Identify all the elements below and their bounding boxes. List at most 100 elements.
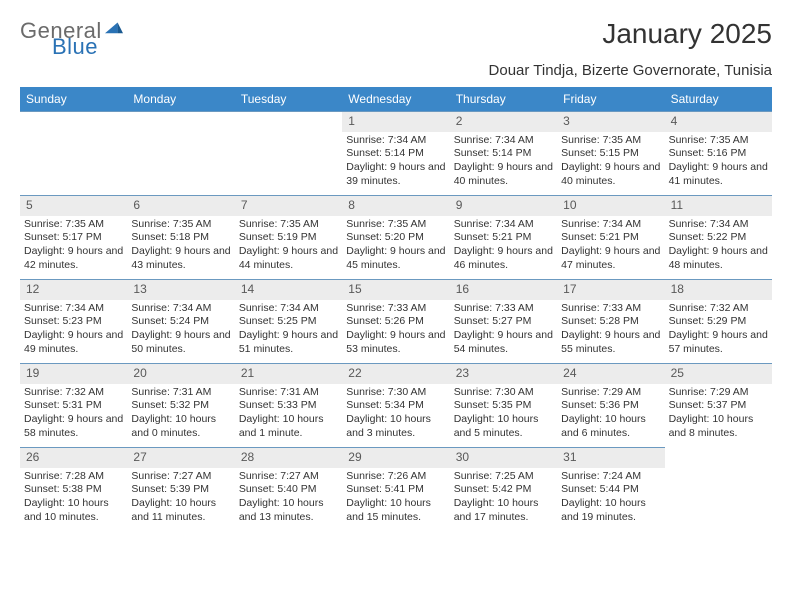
- day-cell: 22 Sunrise: 7:30 AMSunset: 5:34 PMDayligh…: [342, 363, 449, 447]
- day-cell: 20Sunrise: 7:31 AMSunset: 5:32 PMDayligh…: [127, 363, 234, 447]
- sunrise-text: Sunrise: 7:24 AM: [561, 470, 660, 484]
- daylight-text: Daylight: 9 hours and 42 minutes.: [24, 245, 123, 272]
- daylight-text: Daylight: 9 hours and 54 minutes.: [454, 329, 553, 356]
- day-cell: 19Sunrise: 7:32 AMSunset: 5:31 PMDayligh…: [20, 363, 127, 447]
- day-cell: 8Sunrise: 7:35 AMSunset: 5:20 PMDaylight…: [342, 195, 449, 279]
- day-number: 16: [450, 280, 557, 300]
- sunrise-text: Sunrise: 7:35 AM: [239, 218, 338, 232]
- sunset-text: Sunset: 5:17 PM: [24, 231, 123, 245]
- sunset-text: Sunset: 5:24 PM: [131, 315, 230, 329]
- day-number: 21: [235, 364, 342, 384]
- daylight-text: Daylight: 9 hours and 43 minutes.: [131, 245, 230, 272]
- day-cell: 29Sunrise: 7:26 AMSunset: 5:41 PMDayligh…: [342, 447, 449, 531]
- daylight-text: Daylight: 10 hours and 6 minutes.: [561, 413, 660, 440]
- sunset-text: Sunset: 5:35 PM: [454, 399, 553, 413]
- page-title: January 2025: [602, 18, 772, 50]
- day-detail: Sunrise: 7:34 AMSunset: 5:14 PMDaylight:…: [342, 132, 449, 193]
- sunset-text: Sunset: 5:15 PM: [561, 147, 660, 161]
- day-cell: 23 Sunrise: 7:30 AMSunset: 5:35 PMDayligh…: [450, 363, 557, 447]
- sunrise-text: Sunrise: 7:34 AM: [239, 302, 338, 316]
- sunset-text: Sunset: 5:38 PM: [24, 483, 123, 497]
- daylight-text: Daylight: 10 hours and 13 minutes.: [239, 497, 338, 524]
- sunset-text: Sunset: 5:14 PM: [454, 147, 553, 161]
- sunset-text: Sunset: 5:18 PM: [131, 231, 230, 245]
- sunrise-text: Sunrise: 7:28 AM: [24, 470, 123, 484]
- day-cell: 15Sunrise: 7:33 AMSunset: 5:26 PMDayligh…: [342, 279, 449, 363]
- day-cell: 31Sunrise: 7:24 AMSunset: 5:44 PMDayligh…: [557, 447, 664, 531]
- sunset-text: Sunset: 5:14 PM: [346, 147, 445, 161]
- sunset-text: Sunset: 5:44 PM: [561, 483, 660, 497]
- day-detail: Sunrise: 7:35 AMSunset: 5:20 PMDaylight:…: [342, 216, 449, 277]
- sunset-text: Sunset: 5:20 PM: [346, 231, 445, 245]
- day-detail: Sunrise: 7:33 AMSunset: 5:27 PMDaylight:…: [450, 300, 557, 361]
- sunset-text: Sunset: 5:31 PM: [24, 399, 123, 413]
- day-number: 25: [665, 364, 772, 384]
- day-cell: 4Sunrise: 7:35 AMSunset: 5:16 PMDaylight…: [665, 111, 772, 195]
- daylight-text: Daylight: 9 hours and 57 minutes.: [669, 329, 768, 356]
- daylight-text: Daylight: 10 hours and 19 minutes.: [561, 497, 660, 524]
- sunset-text: Sunset: 5:40 PM: [239, 483, 338, 497]
- location-text: Douar Tindja, Bizerte Governorate, Tunis…: [20, 62, 772, 79]
- day-number: 29: [342, 448, 449, 468]
- day-detail: Sunrise: 7:25 AMSunset: 5:42 PMDaylight:…: [450, 468, 557, 529]
- day-number: 12: [20, 280, 127, 300]
- day-number: 9: [450, 196, 557, 216]
- day-detail: Sunrise: 7:29 AMSunset: 5:37 PMDaylight:…: [665, 384, 772, 445]
- logo-text-blue: Blue: [52, 34, 98, 60]
- sunset-text: Sunset: 5:26 PM: [346, 315, 445, 329]
- day-number: 5: [20, 196, 127, 216]
- day-detail: Sunrise: 7:26 AMSunset: 5:41 PMDaylight:…: [342, 468, 449, 529]
- sunrise-text: Sunrise: 7:31 AM: [239, 386, 338, 400]
- calendar-grid: 1Sunrise: 7:34 AMSunset: 5:14 PMDaylight…: [20, 111, 772, 531]
- day-number: 14: [235, 280, 342, 300]
- day-number: 22: [342, 364, 449, 384]
- day-cell: 11Sunrise: 7:34 AMSunset: 5:22 PMDayligh…: [665, 195, 772, 279]
- day-number: 15: [342, 280, 449, 300]
- empty-day-cell: [235, 111, 342, 195]
- day-cell: 6Sunrise: 7:35 AMSunset: 5:18 PMDaylight…: [127, 195, 234, 279]
- sunrise-text: Sunrise: 7:30 AM: [346, 386, 445, 400]
- sunset-text: Sunset: 5:34 PM: [346, 399, 445, 413]
- day-number: 7: [235, 196, 342, 216]
- daylight-text: Daylight: 9 hours and 50 minutes.: [131, 329, 230, 356]
- sunrise-text: Sunrise: 7:25 AM: [454, 470, 553, 484]
- day-cell: 21Sunrise: 7:31 AMSunset: 5:33 PMDayligh…: [235, 363, 342, 447]
- sunset-text: Sunset: 5:27 PM: [454, 315, 553, 329]
- daylight-text: Daylight: 10 hours and 0 minutes.: [131, 413, 230, 440]
- day-detail: Sunrise: 7:34 AMSunset: 5:21 PMDaylight:…: [450, 216, 557, 277]
- daylight-text: Daylight: 10 hours and 1 minute.: [239, 413, 338, 440]
- day-cell: 24Sunrise: 7:29 AMSunset: 5:36 PMDayligh…: [557, 363, 664, 447]
- weekday-header: Wednesday: [342, 87, 449, 111]
- day-number: 13: [127, 280, 234, 300]
- daylight-text: Daylight: 9 hours and 47 minutes.: [561, 245, 660, 272]
- day-cell: 7Sunrise: 7:35 AMSunset: 5:19 PMDaylight…: [235, 195, 342, 279]
- day-detail: Sunrise: 7:35 AMSunset: 5:19 PMDaylight:…: [235, 216, 342, 277]
- day-detail: Sunrise: 7:31 AMSunset: 5:32 PMDaylight:…: [127, 384, 234, 445]
- day-cell: 25Sunrise: 7:29 AMSunset: 5:37 PMDayligh…: [665, 363, 772, 447]
- daylight-text: Daylight: 9 hours and 51 minutes.: [239, 329, 338, 356]
- day-cell: 18Sunrise: 7:32 AMSunset: 5:29 PMDayligh…: [665, 279, 772, 363]
- daylight-text: Daylight: 9 hours and 40 minutes.: [561, 161, 660, 188]
- day-detail: Sunrise: 7:31 AMSunset: 5:33 PMDaylight:…: [235, 384, 342, 445]
- day-number: 10: [557, 196, 664, 216]
- day-cell: 2Sunrise: 7:34 AMSunset: 5:14 PMDaylight…: [450, 111, 557, 195]
- day-detail: Sunrise: 7:24 AMSunset: 5:44 PMDaylight:…: [557, 468, 664, 529]
- day-number: 23: [450, 364, 557, 384]
- day-number: 4: [665, 112, 772, 132]
- day-number: 8: [342, 196, 449, 216]
- sunrise-text: Sunrise: 7:30 AM: [454, 386, 553, 400]
- day-detail: Sunrise: 7:34 AMSunset: 5:24 PMDaylight:…: [127, 300, 234, 361]
- day-number: 24: [557, 364, 664, 384]
- empty-day-cell: [127, 111, 234, 195]
- sunrise-text: Sunrise: 7:34 AM: [669, 218, 768, 232]
- weekday-header-row: SundayMondayTuesdayWednesdayThursdayFrid…: [20, 87, 772, 111]
- daylight-text: Daylight: 10 hours and 3 minutes.: [346, 413, 445, 440]
- day-detail: Sunrise: 7:34 AMSunset: 5:23 PMDaylight:…: [20, 300, 127, 361]
- day-cell: 1Sunrise: 7:34 AMSunset: 5:14 PMDaylight…: [342, 111, 449, 195]
- daylight-text: Daylight: 10 hours and 5 minutes.: [454, 413, 553, 440]
- day-number: 27: [127, 448, 234, 468]
- daylight-text: Daylight: 10 hours and 15 minutes.: [346, 497, 445, 524]
- sunrise-text: Sunrise: 7:34 AM: [454, 134, 553, 148]
- day-detail: Sunrise: 7:33 AMSunset: 5:26 PMDaylight:…: [342, 300, 449, 361]
- sunrise-text: Sunrise: 7:26 AM: [346, 470, 445, 484]
